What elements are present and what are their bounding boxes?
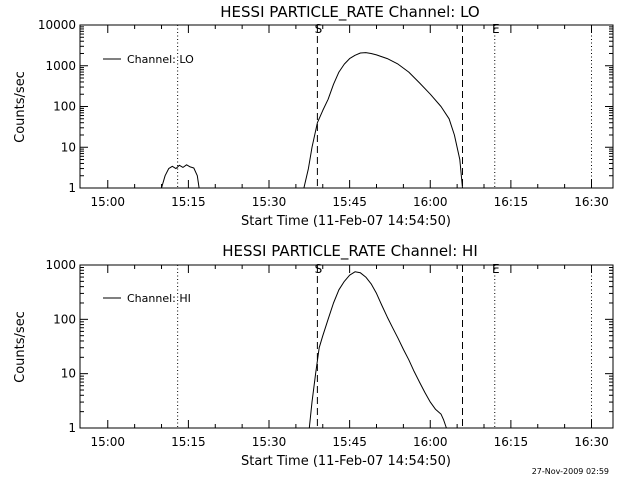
x-axis-label: Start Time (11-Feb-07 14:54:50) (241, 214, 451, 229)
legend-entry: Channel: HI (127, 292, 191, 305)
legend: Channel: HI (103, 292, 191, 305)
x-tick-label: 15:00 (90, 195, 125, 209)
y-tick-label: 10 (61, 367, 76, 381)
chart-title: HESSI PARTICLE_RATE Channel: LO (220, 3, 479, 22)
x-tick-label: 15:00 (90, 435, 125, 449)
x-tick-label: 15:45 (332, 195, 367, 209)
y-tick-label: 1000 (45, 59, 76, 73)
chart-panel-hi: HESSI PARTICLE_RATE Channel: HI Counts/s… (13, 242, 614, 469)
plot-frame (79, 264, 614, 429)
y-tick-label: 1 (68, 181, 76, 195)
axis-ticks: 15:00 15:15 15:30 15:45 16:00 16:15 16:30 1 10 10… (45, 258, 613, 449)
x-tick-label: 16:00 (413, 435, 448, 449)
chart-panel-lo: HESSI PARTICLE_RATE Channel: LO Counts/s… (13, 3, 614, 229)
x-tick-label: 15:45 (332, 435, 367, 449)
y-tick-label: 100 (53, 100, 76, 114)
x-tick-label: 16:00 (413, 195, 448, 209)
marker-label: S (315, 22, 323, 36)
axis-ticks: 15:00 15:15 15:30 15:45 16:00 16:15 16:30 1 10 10… (38, 18, 613, 209)
x-tick-label: 16:15 (494, 195, 529, 209)
marker-label: S (315, 262, 323, 276)
series-line (308, 271, 447, 429)
x-tick-label: 16:30 (574, 195, 609, 209)
y-tick-label: 1 (68, 421, 76, 435)
x-tick-label: 16:30 (574, 435, 609, 449)
y-tick-label: 10000 (38, 18, 76, 32)
series-line (161, 164, 200, 189)
series-line (303, 52, 463, 189)
x-tick-label: 15:30 (252, 195, 287, 209)
series-lines (308, 271, 447, 429)
y-axis-label: Counts/sec (13, 71, 28, 143)
y-tick-label: 10 (61, 140, 76, 154)
legend-entry: Channel: LO (127, 53, 194, 66)
footer-timestamp: 27-Nov-2009 02:59 (532, 467, 609, 476)
x-tick-label: 15:15 (171, 435, 206, 449)
x-tick-label: 15:15 (171, 195, 206, 209)
y-tick-label: 100 (53, 312, 76, 326)
marker-label: E (492, 262, 500, 276)
x-tick-label: 16:15 (494, 435, 529, 449)
series-lines (161, 52, 463, 189)
y-axis-label: Counts/sec (13, 311, 28, 383)
chart-title: HESSI PARTICLE_RATE Channel: HI (222, 242, 478, 261)
x-axis-label: Start Time (11-Feb-07 14:54:50) (241, 454, 451, 469)
marker-label: E (492, 22, 500, 36)
y-tick-label: 1000 (45, 258, 76, 272)
legend: Channel: LO (103, 53, 194, 66)
x-tick-label: 15:30 (252, 435, 287, 449)
